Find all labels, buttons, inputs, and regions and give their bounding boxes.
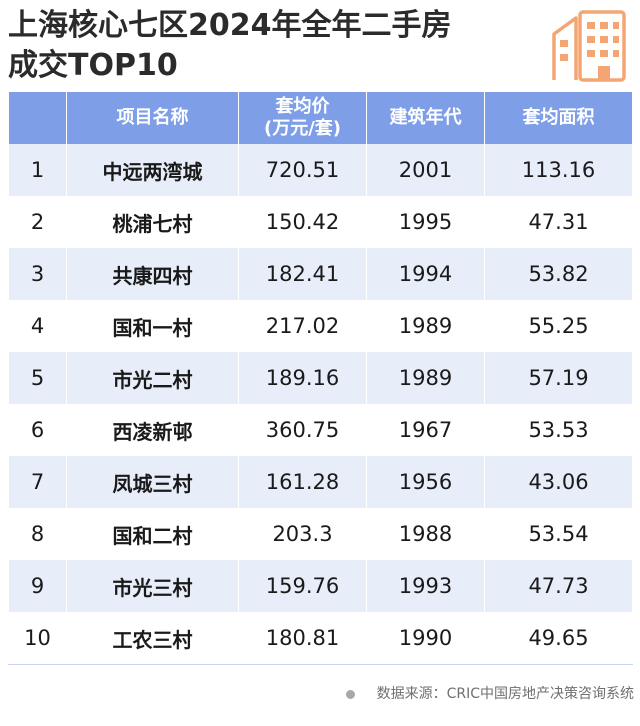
rank-cell: 1 bbox=[8, 144, 67, 196]
project-name-cell: 市光二村 bbox=[66, 352, 239, 404]
header-build-year: 建筑年代 bbox=[366, 92, 485, 144]
avg-area-cell: 47.73 bbox=[484, 560, 633, 612]
title-line-2: 成交TOP10 bbox=[8, 48, 178, 83]
rank-cell: 8 bbox=[8, 508, 67, 560]
avg-price-cell: 180.81 bbox=[238, 612, 367, 665]
rank-cell: 2 bbox=[8, 196, 67, 248]
bullet-dot-icon bbox=[345, 689, 355, 699]
build-year-cell: 2001 bbox=[366, 144, 485, 196]
avg-price-cell: 150.42 bbox=[238, 196, 367, 248]
avg-area-cell: 53.82 bbox=[484, 248, 633, 300]
table-row: 7 凤城三村 161.28 1956 43.06 bbox=[8, 456, 633, 508]
avg-area-cell: 43.06 bbox=[484, 456, 633, 508]
avg-area-cell: 49.65 bbox=[484, 612, 633, 665]
avg-area-cell: 47.31 bbox=[484, 196, 633, 248]
table-row: 2 桃浦七村 150.42 1995 47.31 bbox=[8, 196, 633, 248]
avg-price-cell: 720.51 bbox=[238, 144, 367, 196]
build-year-cell: 1967 bbox=[366, 404, 485, 456]
table-row: 6 西凌新邨 360.75 1967 53.53 bbox=[8, 404, 633, 456]
rank-cell: 3 bbox=[8, 248, 67, 300]
project-name-cell: 中远两湾城 bbox=[66, 144, 239, 196]
rank-cell: 7 bbox=[8, 456, 67, 508]
build-year-cell: 1956 bbox=[366, 456, 485, 508]
table-row: 5 市光二村 189.16 1989 57.19 bbox=[8, 352, 633, 404]
avg-area-cell: 53.53 bbox=[484, 404, 633, 456]
avg-area-cell: 53.54 bbox=[484, 508, 633, 560]
project-name-cell: 市光三村 bbox=[66, 560, 239, 612]
source-note: 数据来源：CRIC中国房地产决策咨询系统 bbox=[345, 682, 634, 706]
avg-price-cell: 182.41 bbox=[238, 248, 367, 300]
avg-area-cell: 113.16 bbox=[484, 144, 633, 196]
source-text: 数据来源：CRIC中国房地产决策咨询系统 bbox=[376, 686, 634, 702]
avg-price-cell: 360.75 bbox=[238, 404, 367, 456]
table-row: 3 共康四村 182.41 1994 53.82 bbox=[8, 248, 633, 300]
project-name-cell: 西凌新邨 bbox=[66, 404, 239, 456]
rank-cell: 10 bbox=[8, 612, 67, 665]
avg-price-cell: 189.16 bbox=[238, 352, 367, 404]
building-icon bbox=[552, 10, 626, 82]
project-name-cell: 国和二村 bbox=[66, 508, 239, 560]
header-avg-price: 套均价 (万元/套) bbox=[238, 92, 367, 144]
rank-cell: 5 bbox=[8, 352, 67, 404]
project-name-cell: 共康四村 bbox=[66, 248, 239, 300]
project-name-cell: 国和一村 bbox=[66, 300, 239, 352]
project-name-cell: 凤城三村 bbox=[66, 456, 239, 508]
table-row: 4 国和一村 217.02 1989 55.25 bbox=[8, 300, 633, 352]
build-year-cell: 1989 bbox=[366, 300, 485, 352]
avg-price-cell: 217.02 bbox=[238, 300, 367, 352]
ranking-table: 项目名称 套均价 (万元/套) 建筑年代 套均面积 1 中远两湾城 720.51 20… bbox=[8, 92, 633, 665]
table-row: 10 工农三村 180.81 1990 49.65 bbox=[8, 612, 633, 665]
avg-price-cell: 203.3 bbox=[238, 508, 367, 560]
table-header-row: 项目名称 套均价 (万元/套) 建筑年代 套均面积 bbox=[8, 92, 633, 144]
build-year-cell: 1995 bbox=[366, 196, 485, 248]
project-name-cell: 桃浦七村 bbox=[66, 196, 239, 248]
avg-area-cell: 55.25 bbox=[484, 300, 633, 352]
avg-area-cell: 57.19 bbox=[484, 352, 633, 404]
build-year-cell: 1990 bbox=[366, 612, 485, 665]
rank-cell: 6 bbox=[8, 404, 67, 456]
build-year-cell: 1994 bbox=[366, 248, 485, 300]
title-line-1: 上海核心七区2024年全年二手房 bbox=[8, 8, 452, 43]
table-row: 1 中远两湾城 720.51 2001 113.16 bbox=[8, 144, 633, 196]
build-year-cell: 1993 bbox=[366, 560, 485, 612]
build-year-cell: 1988 bbox=[366, 508, 485, 560]
header-avg-price-label: 套均价 (万元/套) bbox=[263, 96, 342, 139]
page-title: 上海核心七区2024年全年二手房 成交TOP10 bbox=[8, 6, 548, 86]
header-rank bbox=[8, 92, 67, 144]
header-avg-area: 套均面积 bbox=[484, 92, 633, 144]
table-row: 9 市光三村 159.76 1993 47.73 bbox=[8, 560, 633, 612]
project-name-cell: 工农三村 bbox=[66, 612, 239, 665]
build-year-cell: 1989 bbox=[366, 352, 485, 404]
rank-cell: 4 bbox=[8, 300, 67, 352]
avg-price-cell: 159.76 bbox=[238, 560, 367, 612]
table-row: 8 国和二村 203.3 1988 53.54 bbox=[8, 508, 633, 560]
rank-cell: 9 bbox=[8, 560, 67, 612]
avg-price-cell: 161.28 bbox=[238, 456, 367, 508]
header-project-name: 项目名称 bbox=[66, 92, 239, 144]
